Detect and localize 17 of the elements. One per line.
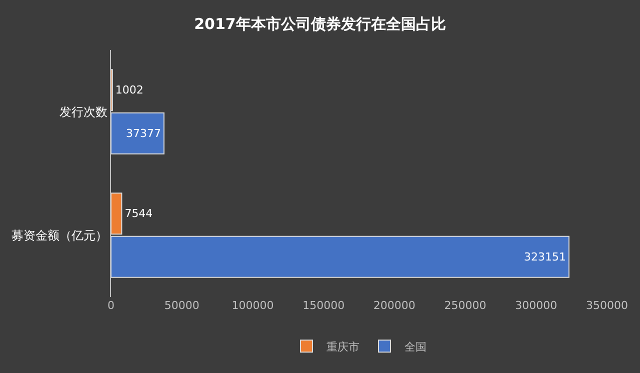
data-label: 37377	[126, 126, 161, 140]
data-label: 323151	[524, 250, 566, 264]
x-tick-label: 300000	[515, 299, 558, 312]
x-tick-label: 150000	[302, 299, 345, 312]
x-tick-label: 100000	[232, 299, 274, 312]
chart-title: 2017年本市公司债券发行在全国占比	[194, 15, 446, 34]
x-tick-label: 350000	[586, 299, 628, 312]
x-tick-label: 250000	[444, 299, 486, 312]
x-tick-label: 0	[108, 299, 114, 312]
x-tick-label: 200000	[373, 299, 416, 312]
data-label: 7544	[124, 207, 153, 220]
y-tick-label: 募资金额（亿元）	[12, 228, 108, 242]
legend-label: 重庆市	[326, 340, 360, 354]
legend-label: 全国	[404, 340, 426, 354]
x-tick-label: 50000	[164, 299, 200, 312]
data-label: 1002	[115, 84, 144, 97]
y-tick-label: 发行次数	[60, 104, 108, 119]
